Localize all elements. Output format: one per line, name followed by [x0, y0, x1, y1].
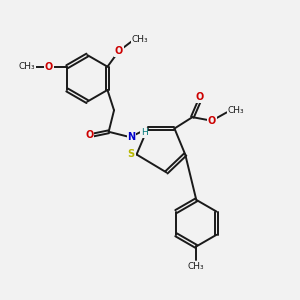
Text: O: O	[44, 62, 53, 72]
Text: CH₃: CH₃	[188, 262, 205, 271]
Text: CH₃: CH₃	[131, 35, 148, 44]
Text: O: O	[85, 130, 94, 140]
Text: O: O	[196, 92, 204, 102]
Text: O: O	[115, 46, 123, 56]
Text: S: S	[128, 149, 135, 160]
Text: CH₃: CH₃	[18, 62, 35, 71]
Text: H: H	[141, 128, 148, 137]
Text: O: O	[208, 116, 216, 126]
Text: N: N	[128, 132, 136, 142]
Text: CH₃: CH₃	[227, 106, 244, 116]
